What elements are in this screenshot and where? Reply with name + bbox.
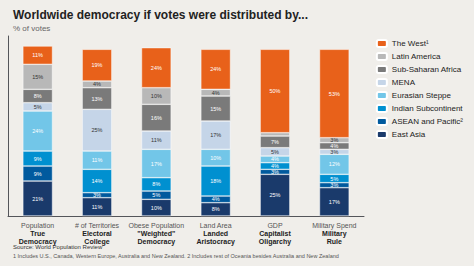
svg-text:GDP: GDP <box>267 222 283 229</box>
svg-text:4%: 4% <box>93 81 101 87</box>
svg-text:8%: 8% <box>34 93 42 99</box>
svg-text:17%: 17% <box>329 199 340 205</box>
svg-text:4%: 4% <box>212 196 220 202</box>
svg-text:Oligarchy: Oligarchy <box>259 238 291 246</box>
svg-text:24%: 24% <box>32 128 43 134</box>
svg-text:24%: 24% <box>151 65 162 71</box>
svg-text:11%: 11% <box>32 52 43 58</box>
svg-text:Population: Population <box>21 222 54 230</box>
svg-text:25%: 25% <box>269 192 280 198</box>
svg-text:# of Territories: # of Territories <box>75 222 120 229</box>
svg-text:10%: 10% <box>151 93 162 99</box>
svg-text:53%: 53% <box>329 91 340 97</box>
svg-text:15%: 15% <box>32 74 43 80</box>
svg-text:East Asia: East Asia <box>392 130 426 139</box>
svg-text:12%: 12% <box>329 161 340 167</box>
svg-text:Military: Military <box>322 230 347 238</box>
svg-text:Worldwide democracy if votes w: Worldwide democracy if votes were distri… <box>13 8 308 22</box>
svg-text:5%: 5% <box>271 149 279 155</box>
svg-text:11%: 11% <box>92 157 103 163</box>
svg-text:Landed: Landed <box>203 230 228 237</box>
svg-text:21%: 21% <box>32 196 43 202</box>
svg-text:4%: 4% <box>330 143 338 149</box>
svg-text:The West¹: The West¹ <box>392 39 429 48</box>
svg-text:5%: 5% <box>152 192 160 198</box>
svg-text:3%: 3% <box>330 182 338 188</box>
svg-text:Obese Population: Obese Population <box>129 222 185 230</box>
svg-text:Source: World Population Revie: Source: World Population Review <box>13 244 103 250</box>
svg-text:5%: 5% <box>34 104 42 110</box>
svg-text:% of votes: % of votes <box>13 24 50 33</box>
svg-text:4%: 4% <box>212 90 220 96</box>
svg-text:Democracy: Democracy <box>18 237 57 245</box>
svg-text:10%: 10% <box>210 155 221 161</box>
svg-text:Rule: Rule <box>327 238 342 245</box>
svg-text:3%: 3% <box>271 169 279 175</box>
svg-text:Aristocracy: Aristocracy <box>196 238 235 246</box>
svg-text:7%: 7% <box>271 139 279 145</box>
svg-text:9%: 9% <box>34 171 42 177</box>
svg-text:3%: 3% <box>330 149 338 155</box>
svg-text:11%: 11% <box>151 137 162 143</box>
svg-text:Democracy: Democracy <box>137 238 175 246</box>
svg-text:8%: 8% <box>152 181 160 187</box>
svg-text:Latin America: Latin America <box>392 52 441 61</box>
svg-text:"Weighted": "Weighted" <box>137 230 175 238</box>
svg-text:Eurasian Steppe: Eurasian Steppe <box>392 91 452 100</box>
svg-text:ASEAN and Pacific²: ASEAN and Pacific² <box>392 117 463 126</box>
svg-text:1 Includes U.S., Canada, Weste: 1 Includes U.S., Canada, Western Europe,… <box>13 253 339 259</box>
svg-text:14%: 14% <box>91 178 102 184</box>
svg-text:3%: 3% <box>93 192 101 198</box>
svg-text:15%: 15% <box>210 106 221 112</box>
svg-text:13%: 13% <box>91 96 102 102</box>
svg-text:24%: 24% <box>210 66 221 72</box>
svg-text:8%: 8% <box>212 206 220 212</box>
svg-text:25%: 25% <box>91 127 102 133</box>
svg-text:16%: 16% <box>151 115 162 121</box>
svg-text:College: College <box>84 237 110 245</box>
svg-text:5%: 5% <box>330 176 338 182</box>
svg-text:10%: 10% <box>151 205 162 211</box>
svg-text:17%: 17% <box>151 161 162 167</box>
svg-text:4%: 4% <box>271 163 279 169</box>
svg-text:4%: 4% <box>271 156 279 162</box>
svg-text:3%: 3% <box>330 137 338 143</box>
svg-text:Electoral: Electoral <box>82 230 112 237</box>
svg-text:Indian Subcontinent: Indian Subcontinent <box>392 104 464 113</box>
svg-text:50%: 50% <box>269 88 280 94</box>
svg-text:18%: 18% <box>210 178 221 184</box>
svg-text:17%: 17% <box>210 132 221 138</box>
svg-text:Capitalist: Capitalist <box>259 230 291 238</box>
svg-text:True: True <box>30 230 45 237</box>
svg-text:MENA: MENA <box>392 78 416 87</box>
svg-text:Land Area: Land Area <box>200 222 232 229</box>
svg-text:9%: 9% <box>34 156 42 162</box>
svg-text:Sub-Saharan Africa: Sub-Saharan Africa <box>392 65 462 74</box>
svg-text:Military Spend: Military Spend <box>312 222 356 230</box>
svg-text:19%: 19% <box>91 62 102 68</box>
svg-text:11%: 11% <box>92 204 103 210</box>
